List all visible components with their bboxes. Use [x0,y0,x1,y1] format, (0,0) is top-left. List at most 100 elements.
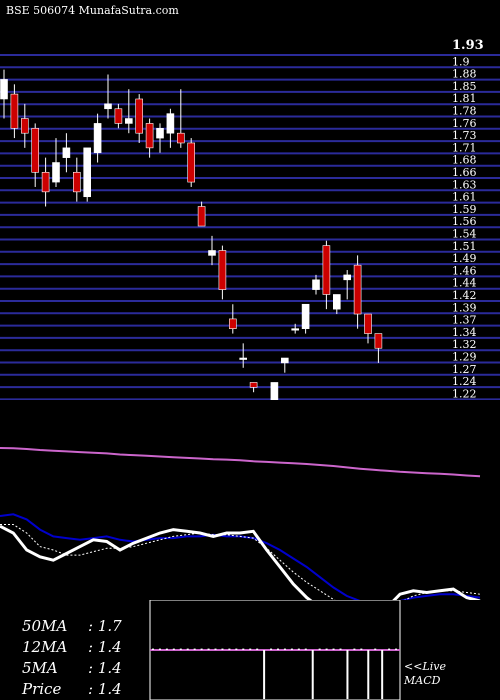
candle-body [114,108,123,124]
price-tick-label: 1.29 [452,351,477,364]
macd-bar [193,648,196,650]
macd-bar [228,648,231,650]
ma-row-price: Price : 1.4 [22,679,122,700]
price-tick-label: 1.68 [452,154,477,167]
candle-body [20,118,29,134]
price-tick-label: 1.63 [452,178,477,191]
macd-bar [256,648,259,650]
live-macd-label: <<Live MACD [404,660,446,688]
macd-bar [221,648,224,650]
price-tick-label: 1.22 [452,387,477,400]
macd-bar [172,648,175,650]
candle-body [73,171,81,193]
ma-line-2 [0,524,481,600]
ma-label: 50MA [22,617,68,635]
macd-bar [277,648,279,650]
chart-header: BSE 506074 MunafaSutra.com [6,4,179,17]
price-tick-label: 1.56 [452,215,477,228]
macd-bar [325,648,328,650]
macd-bar [318,648,321,650]
price-tick-label: 1.61 [452,191,477,204]
ma-row-50: 50MA : 1.7 [22,616,122,637]
candle-body [104,103,112,110]
macd-bar [304,648,307,650]
price-tick-label: 1.66 [452,166,477,179]
candle-body [125,118,133,124]
macd-bar [235,648,238,650]
macd-bar [200,648,203,650]
candle-body [41,171,50,193]
macd-bar [332,648,335,650]
price-tick-label: 1.46 [452,264,477,277]
price-tick-label: 1.39 [452,301,477,314]
macd-bar [297,648,300,650]
price-tick-label: 1.71 [452,141,477,154]
candle-body [0,79,8,100]
macd-bar [152,648,154,650]
macd-label: MACD [404,674,441,687]
price-tick-label: 1.85 [452,80,477,93]
macd-bar [353,648,356,650]
price-label: Price [22,680,62,698]
macd-bar [214,648,217,650]
candle-body [301,303,310,329]
indicator-chart [0,447,481,600]
moving-average-panel: 50MA: 1.7 12MA: 1.4 5MA: 1.4 Price : 1.4 [22,616,122,700]
candle-body [364,313,372,334]
candle-body [10,93,19,129]
price-tick-label: 1.78 [452,105,477,118]
macd-bar [263,650,266,699]
candle-body [343,274,352,281]
macd-bar [242,648,245,650]
candle-body [156,128,164,139]
candle-body [332,294,341,310]
candle-body [291,328,300,331]
candle-body [229,318,237,329]
ma-label: 12MA [22,638,68,656]
macd-bar [290,648,293,650]
candle-body [52,162,60,183]
price-value: : 1.4 [88,680,122,698]
ma-line-0 [0,447,481,478]
price-tick-label: 1.59 [452,203,477,216]
price-tick-label: 1.42 [452,289,477,302]
price-tick-label: 1.81 [452,92,477,105]
price-tick-label: 1.37 [452,314,477,327]
macd-bar [360,648,363,650]
ma-row-5: 5MA: 1.4 [22,658,122,679]
macd-bar [346,650,349,699]
price-tick-label: 1.24 [452,375,477,388]
macd-bar [381,650,384,699]
macd-bar [179,648,182,650]
price-tick-label: 1.44 [452,277,477,290]
candle-body [280,357,289,364]
candle-body [312,279,320,290]
ma-line-1 [0,513,481,600]
macd-bar [207,648,210,650]
macd-bar [165,648,168,650]
candle-body [177,132,185,144]
live-label: <<Live [404,660,446,673]
macd-bar [249,648,252,650]
price-tick-label: 1.73 [452,129,477,142]
price-tick-label: 1.51 [452,240,477,253]
candle-body [353,264,362,315]
candle-body [62,147,71,158]
macd-bar [283,648,286,650]
candle-body [145,123,154,149]
macd-chart [149,600,401,700]
ma-value: : 1.7 [88,617,122,635]
price-tick-label: 1.76 [452,117,477,130]
candle-body [83,147,91,198]
price-tick-label: 1.32 [452,338,477,351]
price-tick-label: 1.9 [452,55,470,68]
price-tick-label: 1.34 [452,326,477,339]
candle-body [208,250,216,256]
macd-bar [374,648,377,650]
ma-label: 5MA [22,659,58,677]
candle-body [270,382,279,400]
candle-body [374,333,383,349]
price-chart: 1.91.881.851.811.781.761.731.711.681.661… [0,38,500,400]
ma-value: : 1.4 [88,638,122,656]
